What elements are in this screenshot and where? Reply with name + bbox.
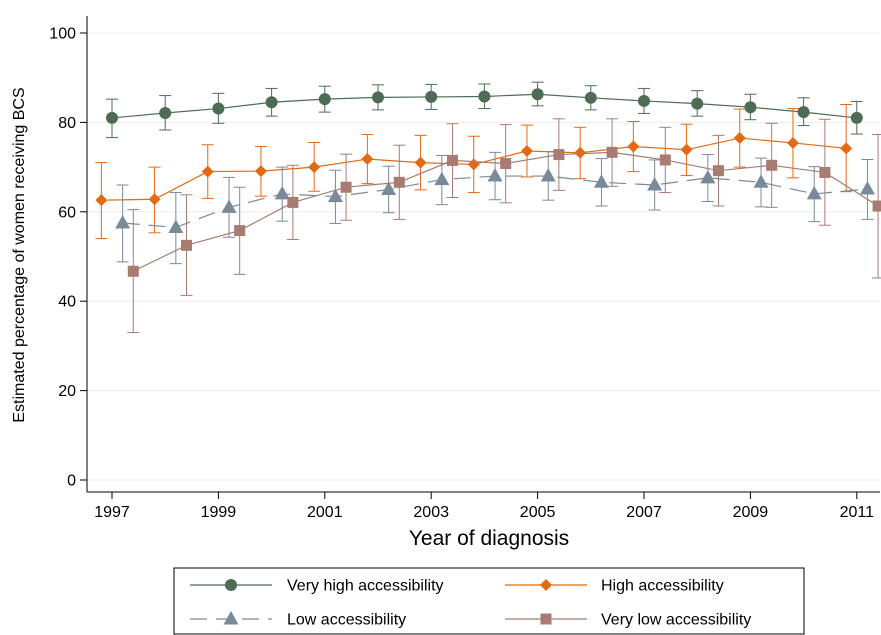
- data-point: [753, 174, 769, 188]
- data-point: [733, 132, 746, 145]
- data-point: [500, 158, 512, 170]
- data-point: [318, 93, 331, 106]
- legend: Very high accessibility High accessibilit…: [173, 567, 805, 635]
- data-point: [180, 239, 192, 251]
- data-point: [361, 153, 374, 166]
- data-point: [234, 225, 246, 237]
- legend-marker-3: [540, 613, 552, 625]
- x-tick-label: 1997: [94, 504, 130, 521]
- series-layer: [95, 81, 881, 333]
- data-point: [520, 145, 533, 158]
- data-point: [478, 90, 491, 103]
- data-point: [212, 102, 225, 115]
- x-tick-label: 2011: [840, 504, 875, 521]
- data-point: [691, 97, 704, 110]
- y-axis-title: Estimated percentage of women receiving …: [11, 87, 28, 422]
- data-point: [95, 194, 108, 207]
- data-point: [872, 200, 881, 212]
- x-tick-label: 2007: [626, 504, 662, 521]
- series-1: [95, 104, 853, 240]
- data-point: [159, 107, 172, 120]
- data-point: [148, 193, 161, 206]
- data-point: [265, 96, 278, 109]
- y-tick-label: 60: [58, 204, 76, 221]
- x-tick-label: 2009: [733, 504, 769, 521]
- series-3: [127, 118, 881, 333]
- data-point: [254, 165, 267, 178]
- data-point: [680, 143, 693, 156]
- plot-area: [87, 16, 880, 492]
- data-point: [766, 159, 778, 171]
- series-2: [115, 150, 875, 265]
- data-point: [647, 176, 663, 191]
- legend-marker-0: [225, 579, 237, 591]
- series-0: [106, 81, 863, 139]
- data-point: [850, 111, 863, 124]
- x-tick-label: 2003: [413, 504, 449, 521]
- data-point: [446, 154, 458, 166]
- data-point: [540, 168, 556, 182]
- data-point: [487, 168, 503, 182]
- legend-label-0: Very high accessibility: [287, 578, 444, 595]
- x-ticks: 1997 1999 2001 2003 2005 2007 2009 2011: [94, 492, 874, 521]
- grid: [87, 32, 880, 481]
- data-point: [340, 181, 352, 193]
- data-point: [531, 88, 544, 101]
- y-tick-label: 40: [58, 294, 76, 311]
- data-point: [593, 174, 609, 188]
- data-point: [308, 161, 321, 174]
- y-tick-label: 100: [49, 26, 76, 43]
- data-point: [700, 169, 716, 184]
- data-point: [127, 265, 139, 277]
- data-point: [806, 185, 822, 200]
- data-point: [819, 166, 831, 178]
- legend-marker-1: [540, 579, 552, 591]
- y-tick-label: 80: [58, 115, 76, 132]
- data-point: [786, 136, 799, 149]
- data-point: [744, 101, 757, 114]
- x-tick-label: 2001: [307, 504, 343, 521]
- data-point: [584, 91, 597, 104]
- data-point: [168, 219, 184, 233]
- data-point: [553, 149, 565, 161]
- data-point: [106, 111, 118, 124]
- legend-box: [173, 567, 805, 635]
- data-point: [659, 154, 671, 166]
- data-point: [381, 181, 397, 195]
- data-point: [372, 91, 384, 104]
- data-point: [712, 165, 724, 177]
- data-point: [859, 181, 875, 195]
- legend-marker-2: [223, 611, 239, 625]
- data-point: [393, 176, 405, 188]
- data-point: [606, 146, 618, 158]
- axes: [86, 16, 880, 493]
- y-tick-label: 20: [58, 383, 76, 400]
- data-point: [327, 188, 343, 203]
- x-tick-label: 1999: [201, 504, 237, 521]
- x-tick-label: 2005: [520, 504, 556, 521]
- x-axis-title: Year of diagnosis: [409, 527, 569, 550]
- y-ticks: 0 20 40 60 80 100: [49, 26, 87, 490]
- legend-label-2: Low accessibility: [287, 612, 406, 629]
- data-point: [201, 165, 214, 178]
- data-point: [274, 185, 290, 200]
- data-point: [638, 94, 650, 107]
- legend-label-1: High accessibility: [601, 578, 724, 595]
- data-point: [574, 146, 587, 159]
- legend-label-3: Very low accessibility: [601, 612, 751, 629]
- data-point: [425, 90, 438, 103]
- data-point: [434, 171, 450, 186]
- data-point: [627, 140, 640, 153]
- data-point: [797, 106, 810, 119]
- data-point: [840, 142, 853, 155]
- data-point: [414, 156, 427, 169]
- data-point: [287, 196, 299, 208]
- data-point: [221, 199, 237, 213]
- data-point: [115, 214, 131, 229]
- y-tick-label: 0: [67, 473, 76, 490]
